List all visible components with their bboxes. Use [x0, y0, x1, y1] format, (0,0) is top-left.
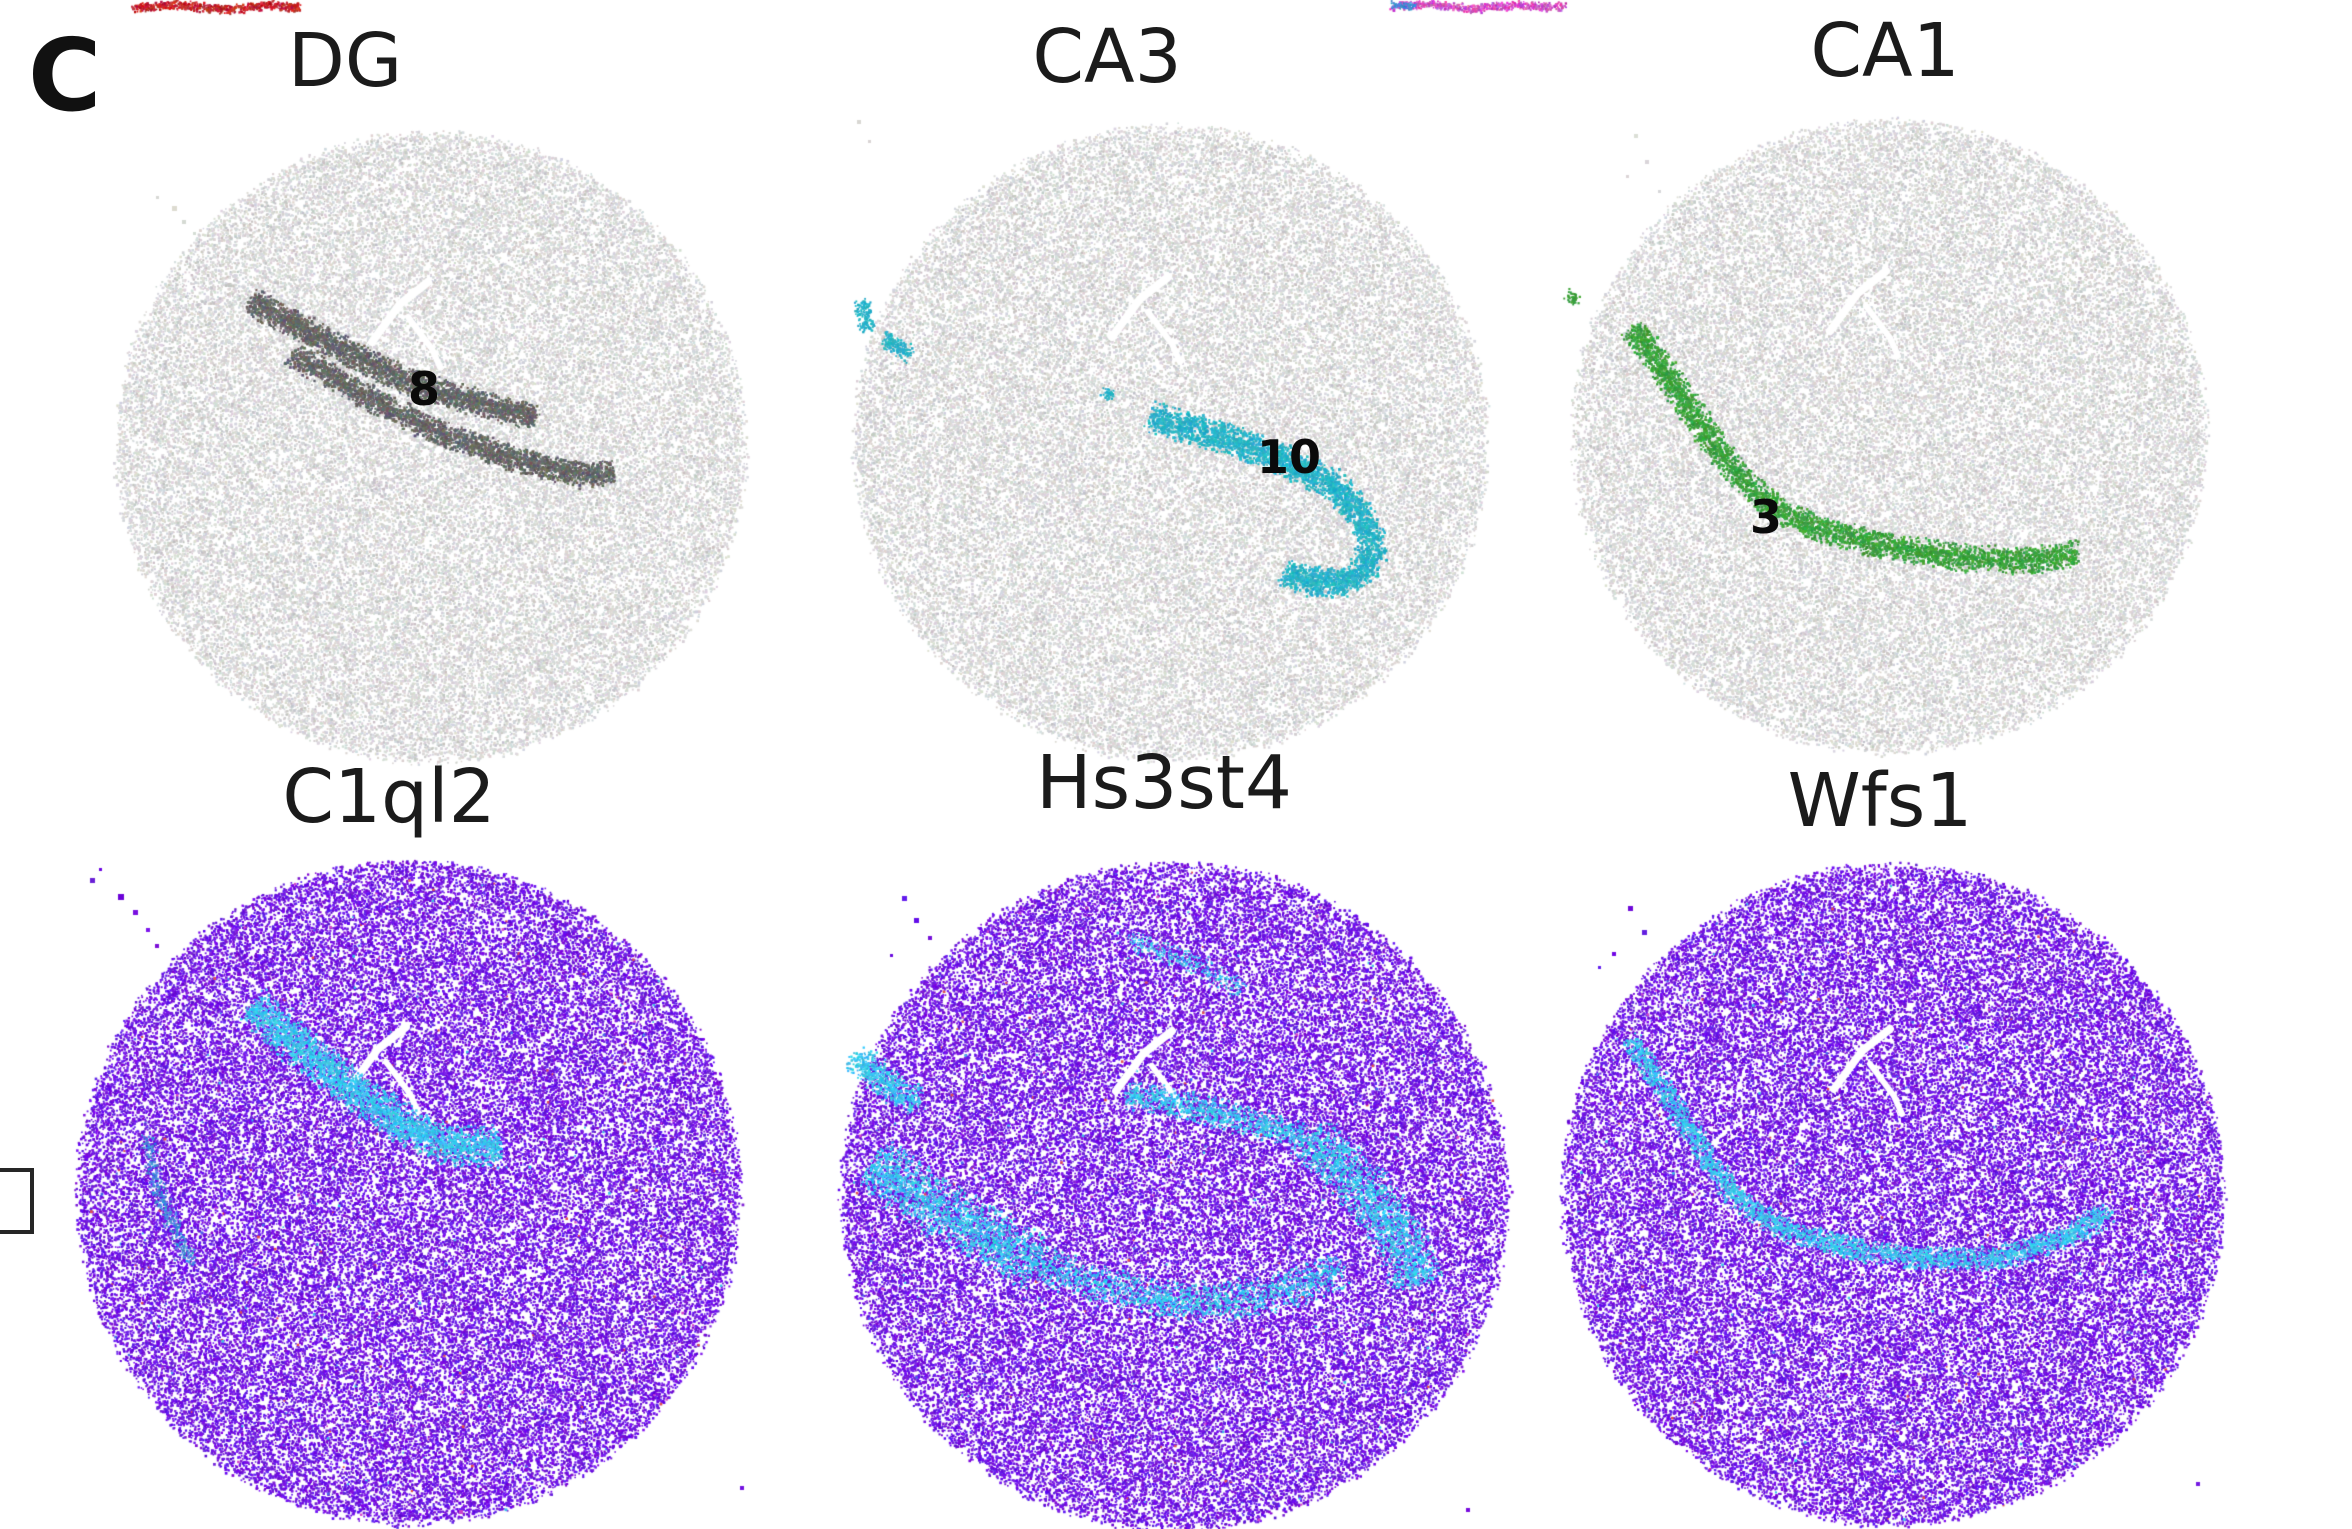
cluster-label-ca1: 3: [1749, 490, 1783, 544]
cluster-label-ca3: 10: [1256, 430, 1322, 484]
panel-letter: C: [28, 17, 102, 134]
title-wfs1: Wfs1: [1787, 758, 1973, 844]
cropped-box-artifact: [0, 1168, 34, 1234]
title-ca3: CA3: [1032, 14, 1182, 100]
title-c1ql2: C1ql2: [282, 754, 496, 840]
title-ca1: CA1: [1810, 8, 1960, 94]
cluster-label-dg: 8: [407, 362, 441, 416]
title-dg: DG: [287, 18, 403, 104]
title-hs3st4: Hs3st4: [1036, 740, 1292, 826]
